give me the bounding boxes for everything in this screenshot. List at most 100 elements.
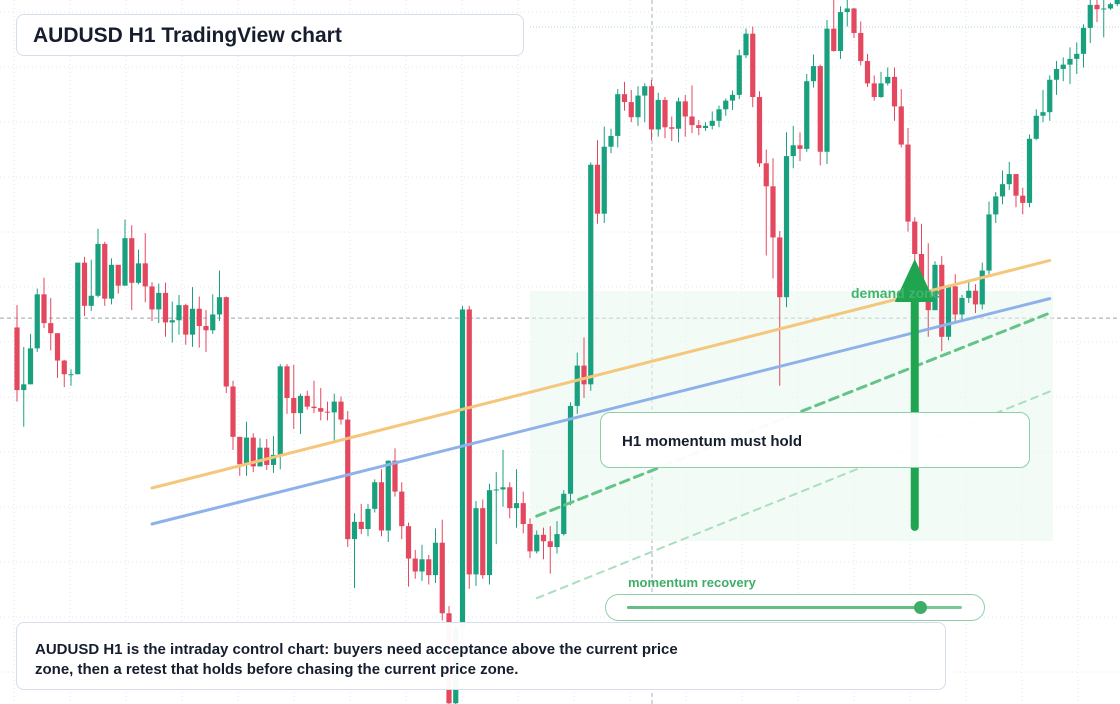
candle	[743, 33, 749, 56]
candle	[905, 144, 911, 222]
candle	[14, 327, 20, 391]
candle	[216, 297, 223, 315]
demand-zone-label: demand zone	[851, 285, 941, 301]
candle	[196, 308, 202, 326]
momentum-arrow	[894, 259, 935, 531]
candle	[608, 135, 614, 147]
candle	[770, 186, 776, 238]
candle	[655, 99, 661, 130]
candle	[635, 95, 641, 118]
candle	[885, 76, 891, 84]
candle	[729, 94, 736, 101]
candle	[473, 508, 479, 575]
candle	[338, 401, 344, 420]
candle	[1020, 195, 1026, 203]
candle	[365, 508, 371, 530]
candle	[108, 264, 115, 299]
candle	[574, 365, 580, 406]
candle	[358, 521, 364, 530]
caption-line-1: AUDUSD H1 is the intraday control chart:…	[35, 641, 678, 658]
candle	[1040, 112, 1046, 116]
chart-title: AUDUSD H1 TradingView chart	[16, 14, 524, 56]
candle	[61, 360, 67, 375]
candle	[169, 320, 175, 323]
candle	[628, 102, 634, 118]
candle	[1060, 64, 1066, 69]
candle	[176, 305, 182, 321]
candle	[135, 263, 142, 283]
candle	[34, 294, 40, 349]
chart-caption: AUDUSD H1 is the intraday control chart:…	[16, 622, 946, 690]
candle	[939, 264, 945, 337]
candle	[203, 326, 209, 331]
candle	[993, 196, 999, 215]
candle	[642, 86, 648, 96]
momentum-slider[interactable]	[605, 594, 985, 621]
candle	[621, 94, 628, 103]
candle	[466, 309, 472, 575]
candle	[864, 61, 871, 84]
candle	[675, 101, 682, 129]
candle	[540, 534, 547, 542]
candle	[284, 366, 290, 398]
candle	[878, 83, 884, 98]
candle	[385, 460, 391, 531]
candle	[763, 163, 769, 187]
candle	[520, 503, 526, 524]
candle	[804, 81, 810, 149]
candle	[81, 262, 88, 306]
candle	[858, 32, 864, 62]
candle	[1080, 27, 1087, 54]
candle	[149, 286, 155, 310]
candle	[1026, 138, 1033, 203]
candle	[1006, 174, 1012, 185]
candle	[311, 406, 317, 409]
momentum-handle[interactable]	[914, 601, 928, 614]
candle	[1114, 0, 1120, 5]
candle	[1033, 115, 1039, 139]
candle	[392, 460, 398, 492]
momentum-label: momentum recovery	[628, 575, 756, 590]
candle	[405, 526, 412, 559]
candle	[588, 164, 594, 385]
candle	[1047, 79, 1053, 113]
candle	[945, 286, 952, 337]
candle	[122, 238, 128, 286]
candle	[797, 145, 803, 149]
candle	[331, 401, 337, 413]
candle	[250, 437, 256, 467]
candle	[115, 264, 121, 286]
candle	[1107, 4, 1114, 9]
candle	[912, 221, 918, 254]
candle	[162, 292, 169, 323]
candle	[696, 125, 702, 128]
candle	[129, 238, 135, 283]
candle	[257, 447, 263, 467]
candle	[972, 290, 979, 305]
candle	[1094, 4, 1100, 10]
candle	[831, 28, 837, 51]
candle	[1053, 68, 1060, 80]
candle	[709, 120, 715, 126]
candle	[102, 243, 108, 299]
candle	[925, 295, 931, 311]
candle	[486, 490, 493, 576]
candle	[1074, 53, 1080, 59]
candle	[189, 308, 196, 335]
candle	[1101, 8, 1107, 10]
candle	[439, 542, 445, 614]
candle	[21, 384, 27, 391]
candle	[952, 286, 958, 315]
candle	[810, 66, 817, 82]
candle	[601, 146, 607, 214]
candle	[594, 164, 601, 214]
candle	[270, 454, 277, 465]
candle	[682, 101, 688, 117]
candle	[304, 395, 310, 407]
candle	[689, 116, 695, 126]
candle	[142, 263, 148, 287]
candle	[507, 487, 513, 509]
candle	[777, 237, 783, 298]
candle	[898, 106, 904, 145]
candle	[230, 386, 236, 437]
